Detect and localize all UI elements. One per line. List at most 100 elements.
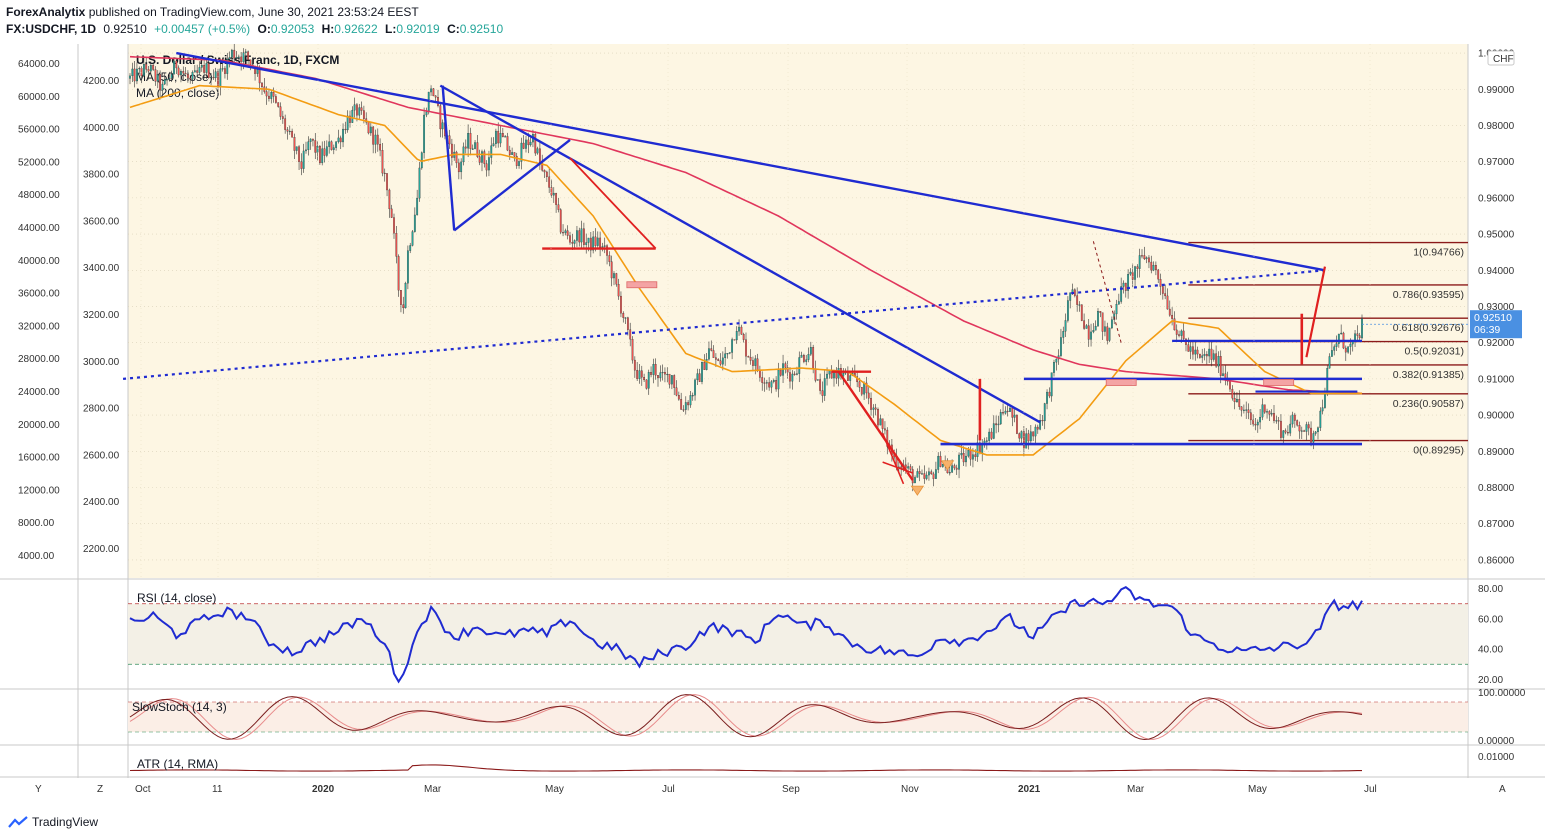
rsi-label: RSI (14, close) — [137, 591, 216, 605]
candle-body — [156, 74, 159, 82]
candle-body — [1168, 308, 1171, 316]
candle-body — [796, 373, 798, 375]
candle-body — [863, 382, 866, 395]
candle-body — [881, 418, 884, 429]
candle-body — [1002, 412, 1004, 414]
candle-body — [835, 372, 838, 379]
candle-body — [237, 56, 240, 58]
candle-body — [1210, 348, 1213, 360]
candle-body — [147, 69, 150, 72]
time-axis-buttons[interactable]: Y Z A — [35, 784, 1506, 795]
red-zone-box — [1105, 379, 1137, 386]
candle-body — [159, 74, 162, 91]
candle-body — [606, 245, 608, 256]
left-inner-tick-label: 3800.00 — [83, 170, 120, 181]
price-tick-label: 0.86000 — [1478, 555, 1515, 566]
time-axis[interactable]: Oct 11 2020 Mar May Jul Sep Nov 2021 Mar May Jul — [135, 44, 1377, 795]
fib-retracement[interactable]: 1(0.94766) 0.786(0.93595) 0.618(0.92676) 0.… — [1188, 241, 1468, 457]
candle-body — [1164, 293, 1167, 297]
candle-body — [951, 465, 954, 473]
candle-body — [240, 56, 243, 62]
time-tick-label: 11 — [212, 784, 223, 795]
candle-body — [497, 130, 500, 144]
candle-body — [633, 359, 636, 371]
candle-body — [742, 334, 745, 340]
candle-body — [1141, 255, 1143, 257]
candle-body — [129, 75, 131, 79]
candle-body — [228, 57, 231, 60]
candle-body — [967, 450, 970, 457]
candle-body — [562, 232, 564, 234]
candle-body — [629, 329, 632, 340]
candle-body — [974, 454, 977, 457]
open-value: 0.92053 — [270, 22, 315, 36]
candle-body — [909, 466, 912, 470]
time-tick-label: 2020 — [312, 784, 335, 795]
candle-body — [1108, 327, 1111, 341]
fib-level-label: 1(0.94766) — [1413, 247, 1464, 259]
tradingview-logo[interactable]: TradingView — [8, 815, 98, 829]
zoom-button-z[interactable]: Z — [97, 784, 103, 795]
candle-body — [1284, 430, 1287, 433]
publisher-line: ForexAnalytix published on TradingView.c… — [6, 5, 419, 19]
candle-body — [870, 398, 872, 410]
candle-body — [1240, 406, 1243, 411]
candle-body — [1356, 333, 1359, 336]
ma50-line — [129, 84, 1362, 456]
candle-body — [923, 473, 926, 479]
left-inner-axis: 4200.00 4000.00 3800.00 3600.00 3400.00 3200.… — [83, 76, 120, 555]
candle-body — [400, 290, 402, 305]
candle-body — [761, 377, 764, 383]
candle-body — [395, 233, 398, 257]
candle-body — [335, 141, 338, 148]
candle-body — [992, 423, 995, 439]
candle-body — [279, 106, 282, 117]
candle-body — [397, 256, 400, 291]
candle-body — [1256, 421, 1259, 426]
candle-body — [518, 161, 520, 166]
left-inner-tick-label: 2800.00 — [83, 404, 120, 415]
candle-body — [538, 148, 541, 163]
candle-body — [1073, 289, 1076, 296]
candle-body — [191, 72, 194, 80]
candle-body — [907, 466, 910, 469]
trend-drawings[interactable] — [122, 51, 1468, 496]
candle-body — [369, 126, 372, 134]
candle-body — [1326, 368, 1329, 394]
candle-body — [1280, 420, 1282, 438]
candle-body — [582, 228, 585, 245]
candle-body — [1324, 393, 1326, 408]
log-button-y[interactable]: Y — [35, 784, 42, 795]
candle-body — [1013, 414, 1016, 418]
rsi-pane: 80.00 60.00 40.00 20.00 — [128, 584, 1503, 686]
fib-level-label: 0.618(0.92676) — [1393, 322, 1464, 334]
candle-body — [284, 118, 287, 130]
candle-body — [960, 452, 963, 456]
candle-body — [589, 237, 592, 251]
candle-body — [372, 126, 375, 145]
candle-body — [985, 440, 988, 442]
candle-body — [800, 355, 803, 358]
candle-body — [721, 357, 724, 365]
candle-body — [1321, 407, 1324, 412]
currency-badge[interactable] — [1487, 50, 1515, 66]
candle-body — [879, 418, 882, 426]
candle-body — [416, 197, 419, 216]
left-outer-tick-label: 36000.00 — [18, 289, 60, 300]
candle-body — [738, 326, 740, 332]
candle-body — [877, 409, 879, 426]
price-tick-label: 0.89000 — [1478, 447, 1515, 458]
auto-button-a[interactable]: A — [1499, 784, 1506, 795]
chart-area[interactable]: U.S. Dollar / Swiss Franc, 1D, FXCM MA (… — [0, 40, 1545, 810]
tradingview-icon — [8, 816, 28, 828]
candle-body — [981, 444, 984, 453]
candle-body — [515, 155, 518, 166]
candle-body — [559, 209, 562, 233]
candle-body — [490, 145, 493, 158]
candle-body — [469, 132, 472, 149]
left-outer-tick-label: 56000.00 — [18, 125, 60, 136]
candle-body — [1247, 409, 1250, 413]
candle-body — [277, 102, 280, 107]
candle-body — [819, 379, 822, 391]
candle-body — [1120, 286, 1123, 302]
